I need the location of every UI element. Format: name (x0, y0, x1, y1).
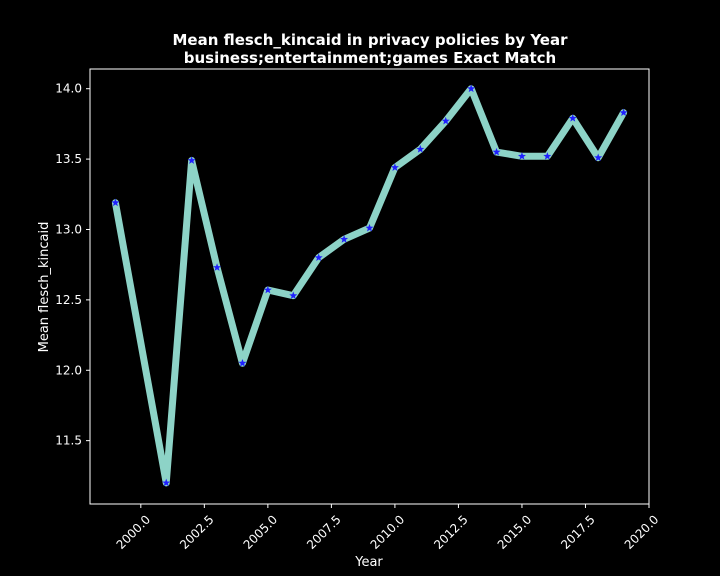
y-tick-label: 12.5 (55, 293, 82, 307)
data-point-marker (314, 253, 323, 262)
data-point-marker (543, 152, 552, 160)
data-point-marker (340, 235, 349, 243)
axes-frame (89, 68, 650, 505)
data-point-marker (492, 147, 501, 156)
data-point-marker (517, 152, 526, 160)
series-markers (111, 84, 628, 487)
data-point-marker (416, 145, 425, 153)
series-line (111, 85, 628, 487)
data-point-marker (187, 156, 196, 164)
y-tick-label: 11.5 (55, 434, 82, 448)
chart-title-line-1: Mean flesch_kincaid in privacy policies … (172, 31, 568, 49)
chart-title-line-2: business;entertainment;games Exact Match (184, 49, 556, 67)
data-point-marker (619, 108, 628, 117)
y-tick-label: 12.0 (55, 363, 82, 377)
y-axis-label: Mean flesch_kincaid (37, 222, 52, 353)
data-point-marker (162, 478, 171, 487)
x-axis-label: Year (354, 555, 383, 570)
data-point-marker (111, 198, 120, 207)
data-point-marker (213, 263, 222, 271)
data-point-marker (594, 153, 603, 162)
y-tick-label: 13.5 (55, 152, 82, 166)
data-point-marker (238, 359, 247, 367)
data-point-marker (263, 285, 272, 294)
data-point-marker (568, 114, 577, 122)
data-point-marker (289, 291, 298, 300)
data-point-marker (390, 163, 399, 171)
data-point-marker (441, 116, 450, 125)
data-point-marker (365, 223, 374, 232)
y-tick-label: 13.0 (55, 222, 82, 236)
data-point-marker (467, 84, 476, 93)
y-tick-label: 14.0 (55, 82, 82, 96)
y-axis-ticks: 11.5 12.0 12.5 13.0 13.5 14.0 (55, 82, 90, 448)
